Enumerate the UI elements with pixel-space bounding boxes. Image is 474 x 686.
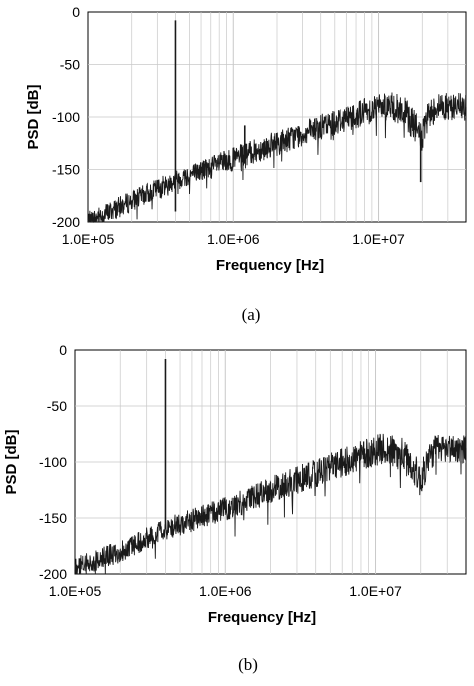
caption-b: (b)	[238, 655, 258, 674]
y-axis-label: PSD [dB]	[3, 430, 20, 495]
y-tick-label: -100	[52, 109, 80, 125]
y-tick-label: -200	[39, 566, 67, 582]
psd-trace	[87, 92, 467, 223]
y-axis-label: PSD [dB]	[25, 85, 42, 150]
y-tick-label: 0	[72, 4, 80, 20]
y-tick-label: -50	[60, 57, 80, 73]
x-tick-label: 1.0E+06	[199, 583, 252, 599]
y-tick-label: -150	[52, 162, 80, 178]
x-axis-label: Frequency [Hz]	[208, 609, 316, 626]
y-tick-label: -200	[52, 214, 80, 230]
x-tick-labels: 1.0E+05 1.0E+06 1.0E+07	[62, 231, 405, 247]
x-axis-label: Frequency [Hz]	[216, 257, 324, 274]
y-tick-label: -150	[39, 510, 67, 526]
x-tick-label: 1.0E+07	[349, 583, 402, 599]
y-tick-label: -50	[47, 398, 67, 414]
x-tick-label: 1.0E+07	[352, 231, 405, 247]
x-tick-labels: 1.0E+05 1.0E+06 1.0E+07	[49, 583, 402, 599]
psd-spikes	[174, 20, 422, 212]
chart-panel-b: 0 -50 -100 -150 -200 1.0E+05 1.0E+06 1.0E+07 F…	[3, 342, 467, 626]
y-tick-label: -100	[39, 454, 67, 470]
psd-trace	[74, 433, 467, 575]
x-tick-label: 1.0E+06	[207, 231, 260, 247]
x-tick-label: 1.0E+05	[62, 231, 115, 247]
caption-a: (a)	[242, 305, 261, 324]
y-tick-labels: 0 -50 -100 -150 -200	[52, 4, 80, 230]
chart-panel-a: 0 -50 -100 -150 -200 1.0E+05 1.0E+06 1.0E+07 F…	[25, 4, 467, 274]
y-tick-labels: 0 -50 -100 -150 -200	[39, 342, 67, 582]
y-tick-label: 0	[59, 342, 67, 358]
x-tick-label: 1.0E+05	[49, 583, 102, 599]
